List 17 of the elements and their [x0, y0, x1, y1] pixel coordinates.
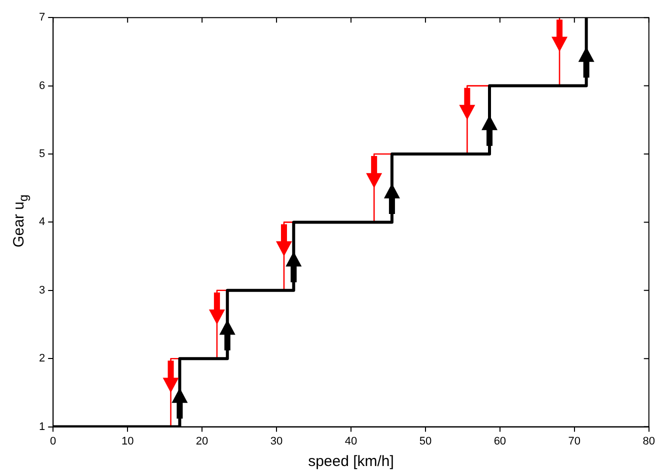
- x-tick-label: 20: [196, 435, 208, 448]
- y-tick-label: 3: [38, 284, 46, 296]
- y-tick-label: 2: [38, 352, 46, 365]
- x-tick-label: 40: [344, 435, 358, 448]
- y-tick-label: 1: [38, 420, 46, 433]
- x-tick-label: 60: [494, 435, 506, 448]
- x-tick-label: 50: [419, 435, 432, 448]
- x-axis-title: speed [km/h]: [308, 453, 394, 470]
- y-tick-label: 5: [38, 148, 46, 160]
- x-tick-label: 80: [642, 435, 656, 448]
- x-tick-label: 70: [568, 435, 581, 448]
- x-tick-label: 30: [270, 435, 283, 448]
- x-tick-label: 0: [50, 435, 56, 448]
- y-tick-label: 7: [38, 12, 46, 24]
- x-tick-label: 10: [121, 435, 134, 448]
- y-tick-label: 6: [38, 80, 46, 92]
- y-tick-label: 4: [38, 216, 46, 228]
